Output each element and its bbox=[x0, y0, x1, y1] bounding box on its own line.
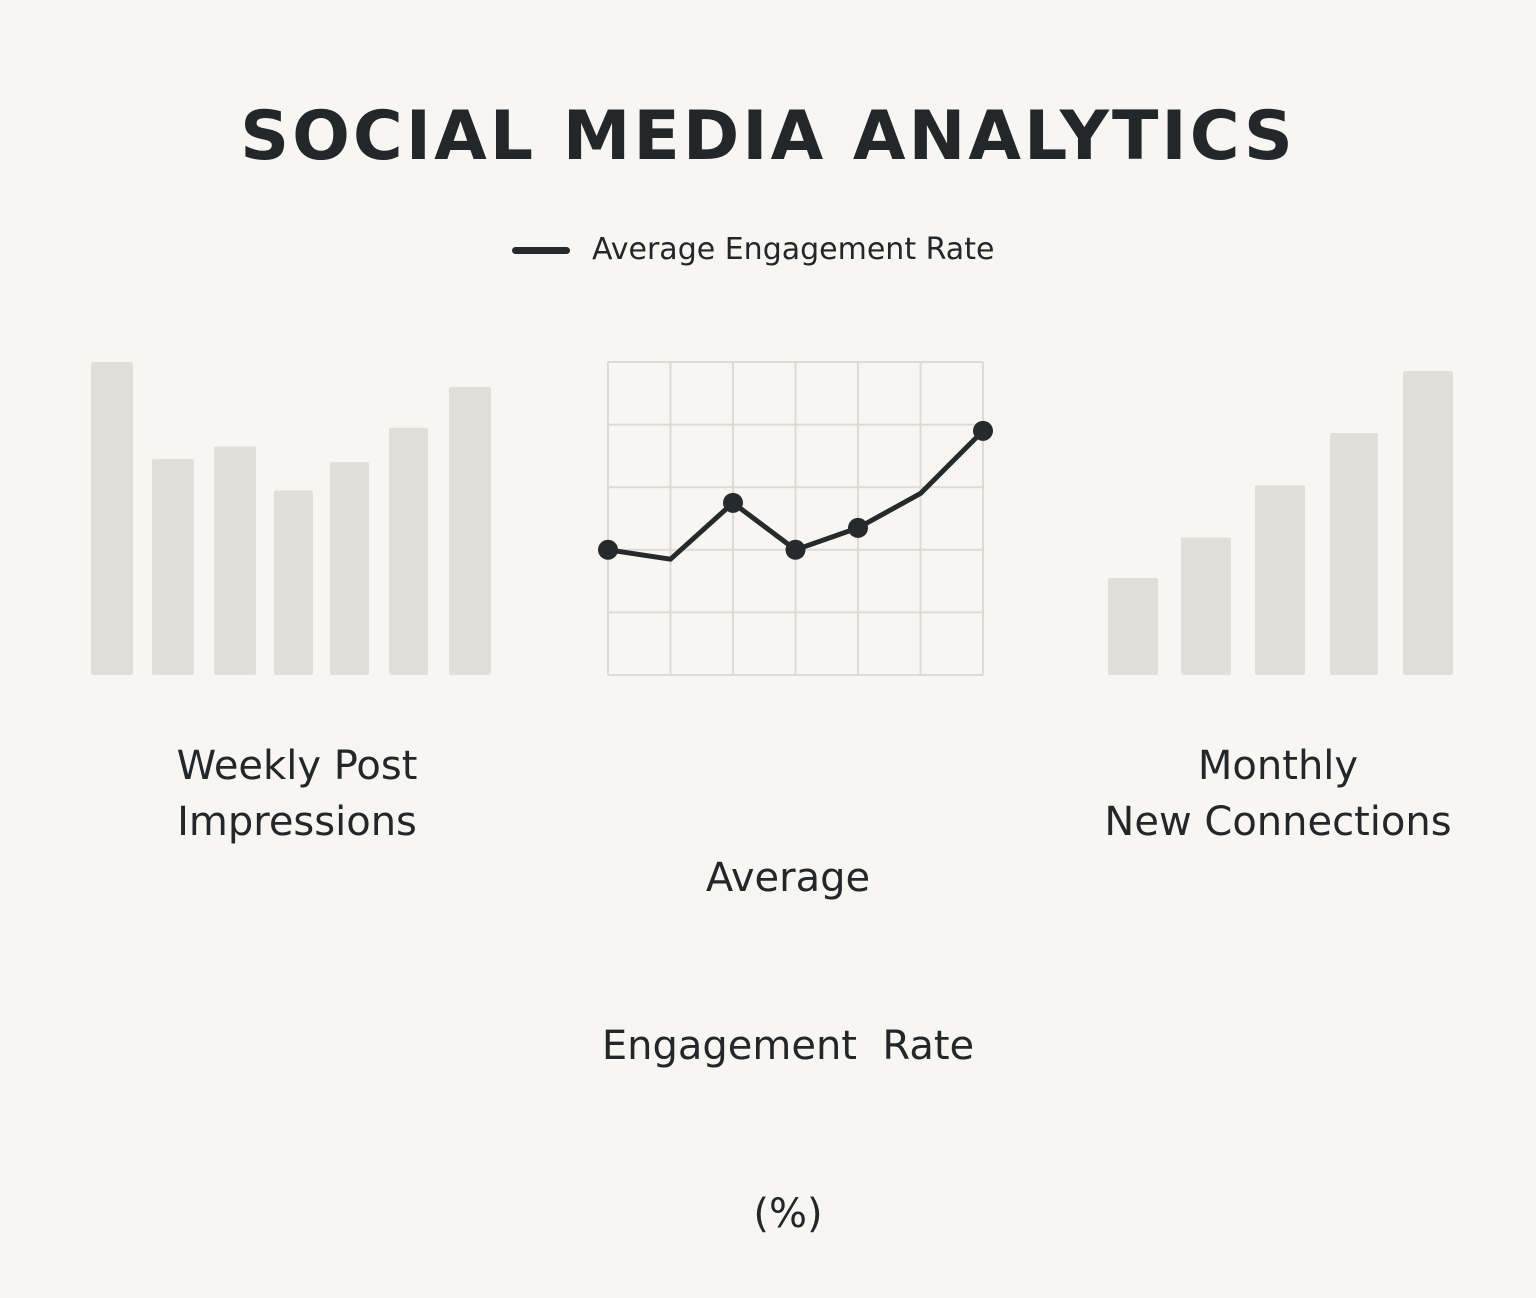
connections-bar-5 bbox=[1403, 371, 1453, 675]
page-title: SOCIAL MEDIA ANALYTICS bbox=[240, 97, 1296, 176]
impressions-bar-2 bbox=[152, 459, 194, 675]
caption-line: Average bbox=[705, 855, 871, 901]
impressions-bar-7 bbox=[449, 387, 491, 675]
engagement-rate-line-chart bbox=[598, 361, 993, 676]
engagement-point-7 bbox=[973, 420, 993, 441]
legend-label: Average Engagement Rate bbox=[592, 232, 995, 267]
chart-legend: Average Engagement Rate bbox=[512, 230, 994, 270]
engagement-point-1 bbox=[598, 539, 618, 560]
caption-line: Impressions bbox=[177, 799, 417, 845]
engagement-point-3 bbox=[723, 492, 743, 513]
connections-bar-2 bbox=[1181, 537, 1231, 675]
monthly-connections-caption: Monthly New Connections bbox=[1038, 738, 1518, 850]
impressions-bar-1 bbox=[91, 362, 133, 675]
charts-canvas bbox=[91, 361, 1453, 676]
connections-bar-1 bbox=[1108, 578, 1158, 675]
connections-bar-3 bbox=[1255, 485, 1305, 675]
connections-bar-4 bbox=[1330, 432, 1378, 675]
engagement-point-4 bbox=[785, 539, 806, 560]
weekly-impressions-bar-chart bbox=[91, 362, 491, 675]
caption-line: (%) bbox=[753, 1191, 823, 1237]
weekly-impressions-caption: Weekly Post Impressions bbox=[57, 738, 537, 850]
monthly-connections-bar-chart bbox=[1108, 371, 1453, 675]
legend-line-swatch bbox=[512, 246, 570, 254]
caption-line: Engagement Rate bbox=[601, 1023, 975, 1069]
caption-line: Weekly Post bbox=[176, 743, 418, 789]
engagement-point-5 bbox=[848, 517, 868, 538]
impressions-bar-5 bbox=[330, 462, 369, 675]
impressions-bar-6 bbox=[389, 427, 428, 675]
engagement-rate-caption: Average Engagement Rate (%) bbox=[548, 738, 1028, 1298]
impressions-bar-4 bbox=[274, 490, 313, 675]
caption-line: New Connections bbox=[1104, 799, 1452, 845]
caption-line: Monthly bbox=[1197, 743, 1359, 789]
engagement-grid bbox=[607, 361, 984, 676]
impressions-bar-3 bbox=[214, 446, 256, 675]
